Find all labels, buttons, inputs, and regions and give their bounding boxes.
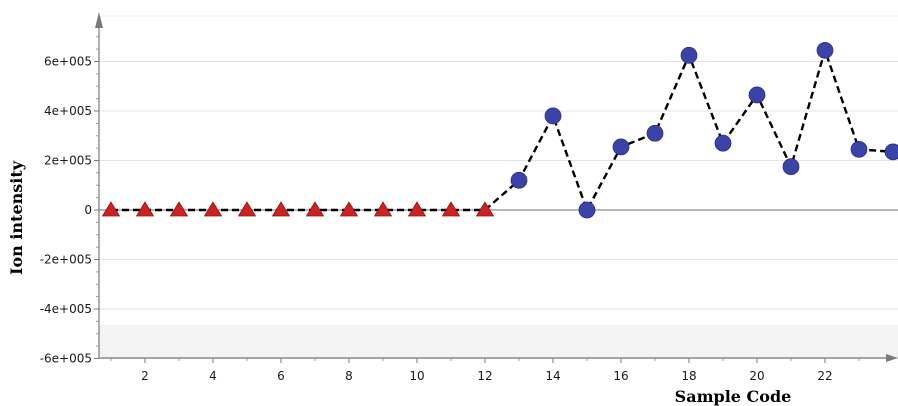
y-tick-label: 6e+005 xyxy=(44,55,92,69)
circle-point xyxy=(681,47,697,63)
y-tick-label: -6e+005 xyxy=(40,352,92,366)
circle-point xyxy=(511,172,527,188)
x-tick-label: 10 xyxy=(409,369,424,383)
circle-point xyxy=(851,141,867,157)
dashed-connector-line xyxy=(111,50,893,210)
circle-point xyxy=(817,42,833,58)
x-tick-label: 12 xyxy=(477,369,492,383)
y-tick-label: 0 xyxy=(84,203,92,217)
x-tick-label: 8 xyxy=(345,369,353,383)
x-tick-label: 16 xyxy=(613,369,628,383)
y-tick-label: 4e+005 xyxy=(44,104,92,118)
x-axis-title: Sample Code xyxy=(675,387,792,406)
circle-point xyxy=(783,159,799,175)
x-tick-label: 6 xyxy=(277,369,285,383)
x-tick-label: 4 xyxy=(209,369,217,383)
x-tick-label: 2 xyxy=(141,369,149,383)
circle-point xyxy=(885,144,898,160)
x-tick-label: 20 xyxy=(749,369,764,383)
y-tick-label: -4e+005 xyxy=(40,302,92,316)
y-axis-title: Ion intensity xyxy=(7,160,26,275)
triangle-point xyxy=(205,202,222,216)
circle-point xyxy=(613,139,629,155)
x-tick-label: 18 xyxy=(681,369,696,383)
circle-point xyxy=(715,135,731,151)
triangle-point xyxy=(171,202,188,216)
triangle-point xyxy=(273,202,290,216)
circle-point xyxy=(749,87,765,103)
triangle-point xyxy=(239,202,256,216)
circle-point xyxy=(545,108,561,124)
y-tick-label: 2e+005 xyxy=(44,154,92,168)
circle-point xyxy=(647,125,663,141)
x-tick-label: 14 xyxy=(545,369,560,383)
circle-point xyxy=(579,202,595,218)
y-axis-arrow xyxy=(95,12,103,28)
y-tick-label: -2e+005 xyxy=(40,253,92,267)
x-tick-label: 22 xyxy=(817,369,832,383)
lower-shaded-band xyxy=(99,325,898,358)
